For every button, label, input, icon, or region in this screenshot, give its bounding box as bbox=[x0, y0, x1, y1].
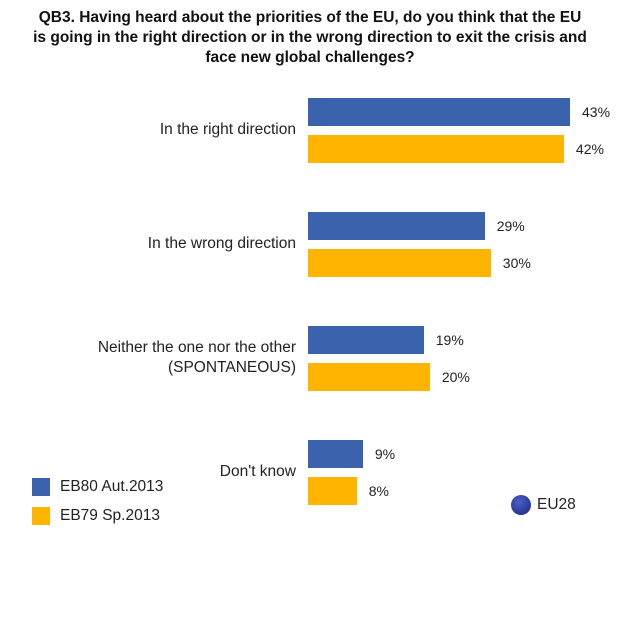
bar bbox=[308, 440, 363, 468]
chart-title: QB3. Having heard about the priorities o… bbox=[10, 8, 610, 68]
category-label-line: In the wrong direction bbox=[147, 235, 296, 252]
category-label-line: Neither the one nor the other bbox=[97, 339, 296, 356]
bar bbox=[308, 326, 424, 354]
data-label: 20% bbox=[441, 369, 470, 385]
category-label-line: Don't know bbox=[219, 463, 296, 480]
title-line: face new global challenges? bbox=[205, 49, 415, 66]
legend-swatch-eb79 bbox=[32, 507, 50, 525]
data-label: 43% bbox=[582, 104, 611, 120]
legend-label-eb79: EB79 Sp.2013 bbox=[60, 507, 160, 524]
data-label: 8% bbox=[368, 483, 389, 499]
data-label: 29% bbox=[496, 218, 525, 234]
category-label: In the wrong direction bbox=[6, 234, 296, 254]
bar bbox=[308, 249, 491, 277]
bar bbox=[308, 135, 564, 163]
bar bbox=[308, 212, 485, 240]
category-label-line: (SPONTANEOUS) bbox=[167, 359, 296, 376]
category-label: Don't know bbox=[6, 462, 296, 482]
data-label: 30% bbox=[502, 255, 531, 271]
category-label-line: In the right direction bbox=[159, 121, 296, 138]
data-label: 42% bbox=[575, 141, 604, 157]
title-line: QB3. Having heard about the priorities o… bbox=[38, 9, 582, 26]
eu-flag-icon bbox=[511, 495, 531, 515]
data-label: 19% bbox=[435, 332, 464, 348]
bar bbox=[308, 477, 357, 505]
scope-label: EU28 bbox=[537, 496, 576, 513]
title-line: is going in the right direction or in th… bbox=[33, 29, 587, 46]
legend-swatch-eb80 bbox=[32, 478, 50, 496]
category-label: Neither the one nor the other (SPONTANEOU… bbox=[6, 338, 296, 378]
category-label: In the right direction bbox=[6, 120, 296, 140]
bar bbox=[308, 363, 430, 391]
bar bbox=[308, 98, 570, 126]
data-label: 9% bbox=[374, 446, 396, 462]
legend-label-eb80: EB80 Aut.2013 bbox=[60, 478, 164, 495]
